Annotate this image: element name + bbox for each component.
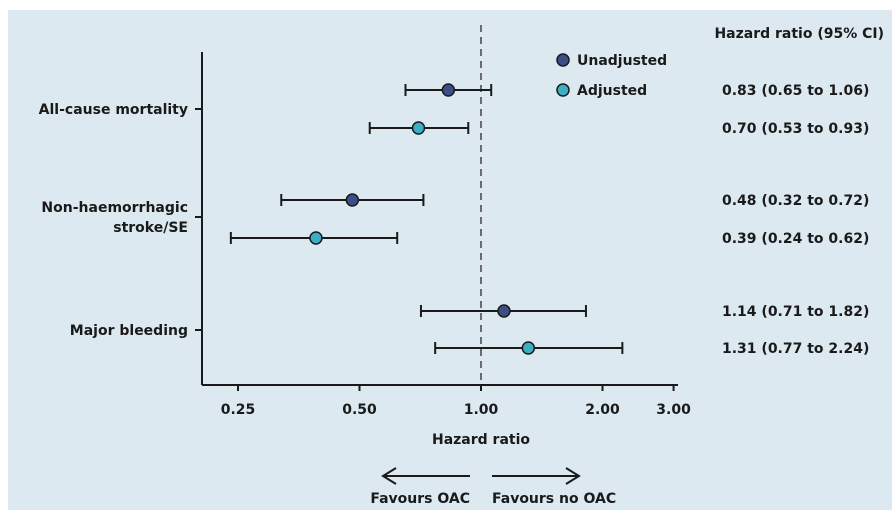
x-tick-label: 0.25 (221, 402, 256, 418)
plot-axes: 0.25 0.50 1.00 2.00 3.00 (201, 25, 691, 418)
plot-marks (229, 83, 624, 355)
table-header: Hazard ratio (95% CI) (714, 26, 884, 42)
left-arrow-head (381, 467, 397, 485)
direction-indicator: Favours OAC Favours no OAC (370, 467, 616, 507)
legend-label: Adjusted (577, 83, 647, 99)
hr-point (497, 304, 511, 318)
group-labels: All-cause mortality Non-haemorrhagic strok… (39, 102, 202, 339)
x-axis-title: Hazard ratio (432, 432, 530, 448)
favours-left-label: Favours OAC (370, 491, 470, 507)
favours-right-label: Favours no OAC (492, 491, 616, 507)
hr-value-text: 0.39 (0.24 to 0.62) (722, 231, 869, 247)
hr-point (441, 83, 456, 97)
legend: Unadjusted Adjusted (556, 53, 667, 99)
group-label: All-cause mortality (39, 102, 188, 118)
hr-point (309, 231, 323, 245)
x-tick-label: 0.50 (342, 402, 377, 418)
right-arrow-head (565, 467, 581, 485)
legend-marker (556, 53, 570, 67)
hr-point (521, 341, 536, 355)
x-tick-label: 2.00 (585, 402, 620, 418)
hr-point (411, 121, 426, 135)
hr-point (345, 193, 360, 207)
hr-value-text: 0.48 (0.32 to 0.72) (722, 193, 869, 209)
group-label: Major bleeding (70, 323, 188, 339)
hr-value-text: 0.83 (0.65 to 1.06) (722, 83, 869, 99)
hr-value-text: 1.14 (0.71 to 1.82) (722, 304, 869, 320)
hr-value-text: 1.31 (0.77 to 2.24) (722, 341, 869, 357)
group-label: stroke/SE (113, 220, 188, 236)
x-tick-label: 3.00 (656, 402, 691, 418)
legend-label: Unadjusted (577, 53, 667, 69)
legend-marker (556, 83, 570, 97)
x-tick-label: 1.00 (464, 402, 499, 418)
hr-table: Hazard ratio (95% CI) 0.83 (0.65 to 1.06… (714, 26, 884, 357)
group-label: Non-haemorrhagic (41, 200, 188, 216)
hr-value-text: 0.70 (0.53 to 0.93) (722, 121, 869, 137)
